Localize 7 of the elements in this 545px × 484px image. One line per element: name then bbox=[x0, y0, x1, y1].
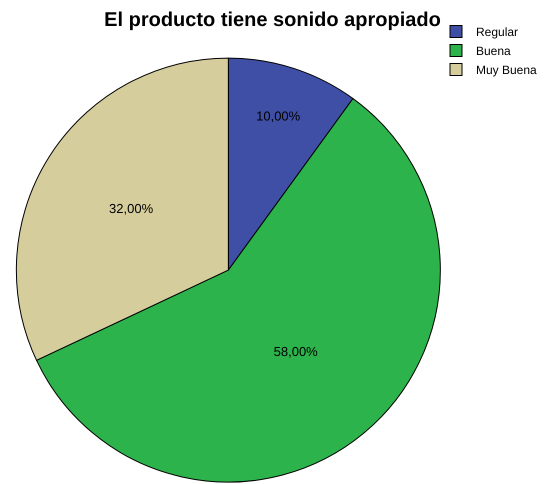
chart-title: El producto tiene sonido apropiado bbox=[104, 9, 441, 32]
data-label: 32,00% bbox=[109, 200, 154, 216]
legend-label: Regular bbox=[476, 25, 518, 40]
data-label: 10,00% bbox=[256, 108, 301, 124]
legend-label: Muy Buena bbox=[476, 63, 538, 78]
legend-label: Buena bbox=[476, 44, 512, 58]
data-label: 58,00% bbox=[274, 344, 318, 360]
